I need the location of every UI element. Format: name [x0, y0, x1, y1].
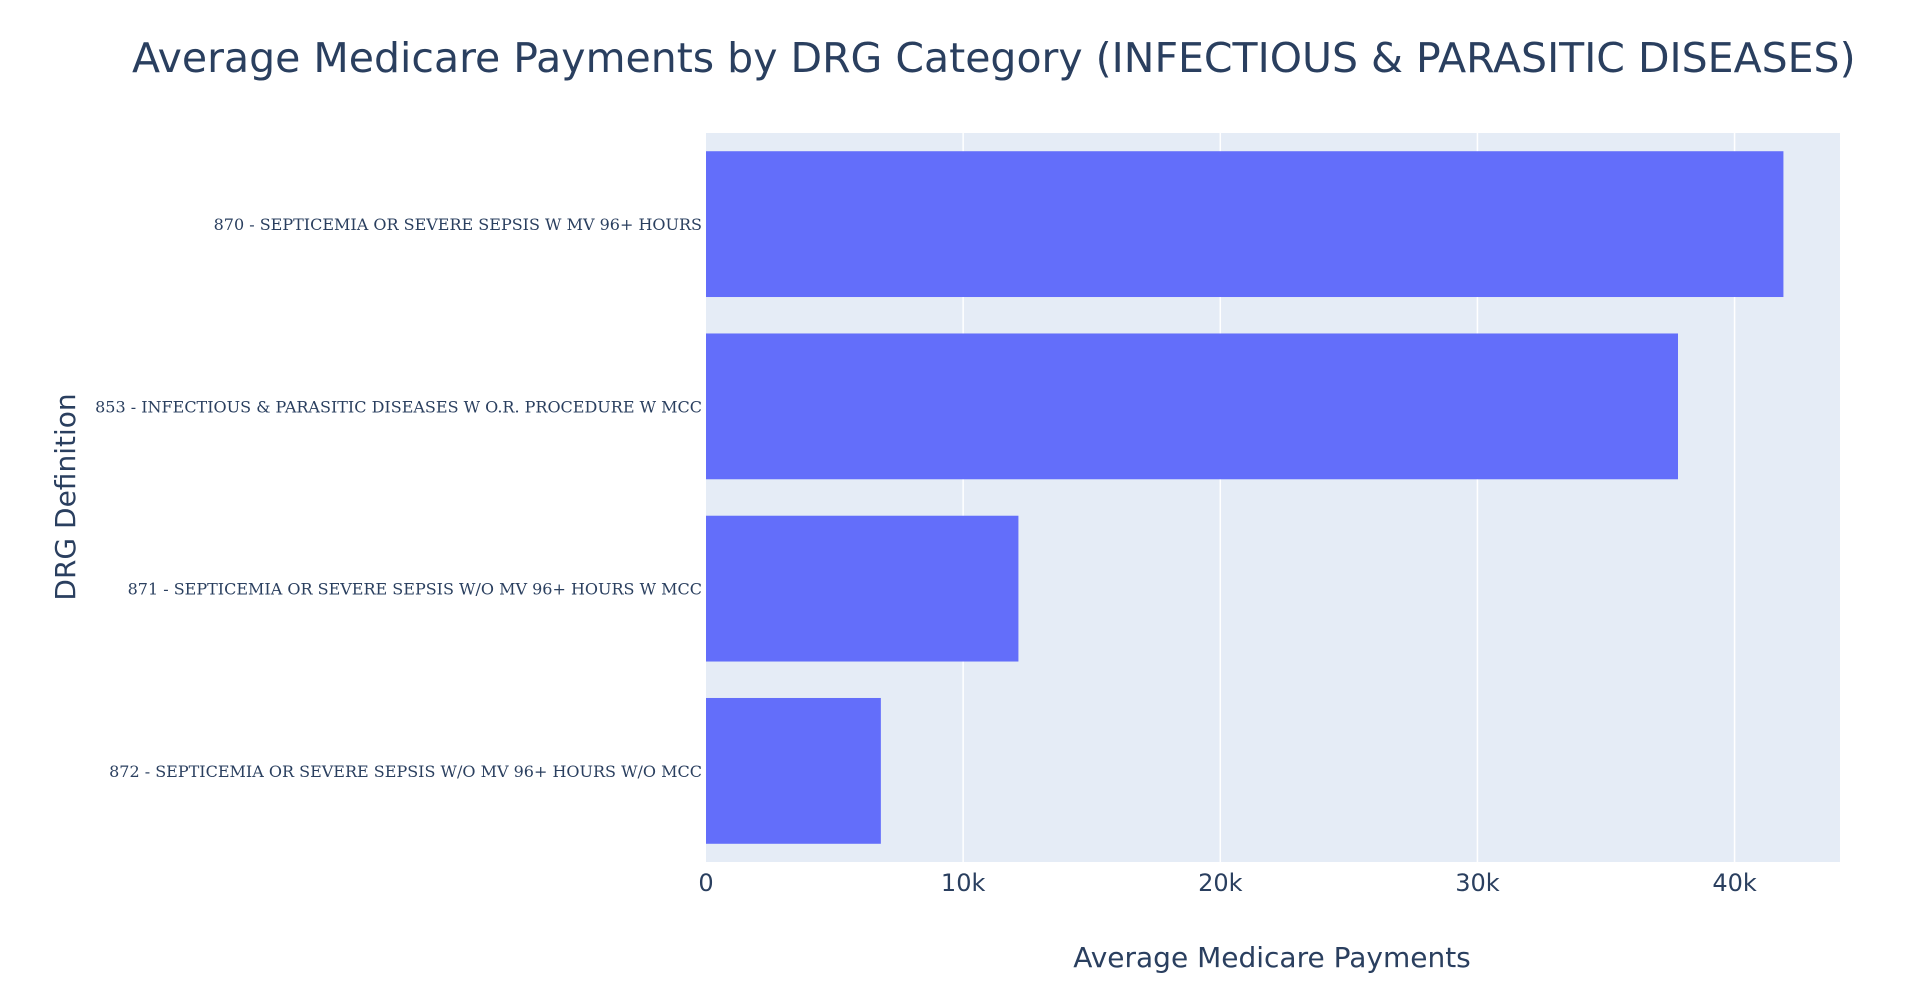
bars [706, 151, 1784, 844]
bar [706, 333, 1678, 480]
x-tick-label: 30k [1455, 869, 1500, 897]
bar [706, 151, 1784, 298]
x-tick-label: 20k [1198, 869, 1243, 897]
bar [706, 697, 881, 844]
y-axis-title: DRG Definition [49, 393, 82, 600]
bar [706, 515, 1019, 662]
x-axis-ticks: 0 10k 20k 30k 40k [698, 869, 1757, 897]
y-tick-label: 871 - SEPTICEMIA OR SEVERE SEPSIS W/O MV… [128, 580, 702, 599]
y-tick-label: 872 - SEPTICEMIA OR SEVERE SEPSIS W/O MV… [109, 762, 702, 781]
x-tick-label: 0 [698, 869, 713, 897]
x-tick-label: 10k [941, 869, 986, 897]
y-tick-label: 870 - SEPTICEMIA OR SEVERE SEPSIS W MV 9… [214, 215, 702, 234]
y-tick-label: 853 - INFECTIOUS & PARASITIC DISEASES W … [95, 397, 702, 416]
y-axis-ticks: 870 - SEPTICEMIA OR SEVERE SEPSIS W MV 9… [95, 215, 702, 781]
x-tick-label: 40k [1712, 869, 1757, 897]
chart-title: Average Medicare Payments by DRG Categor… [132, 34, 1856, 82]
x-axis-title: Average Medicare Payments [1073, 941, 1471, 974]
